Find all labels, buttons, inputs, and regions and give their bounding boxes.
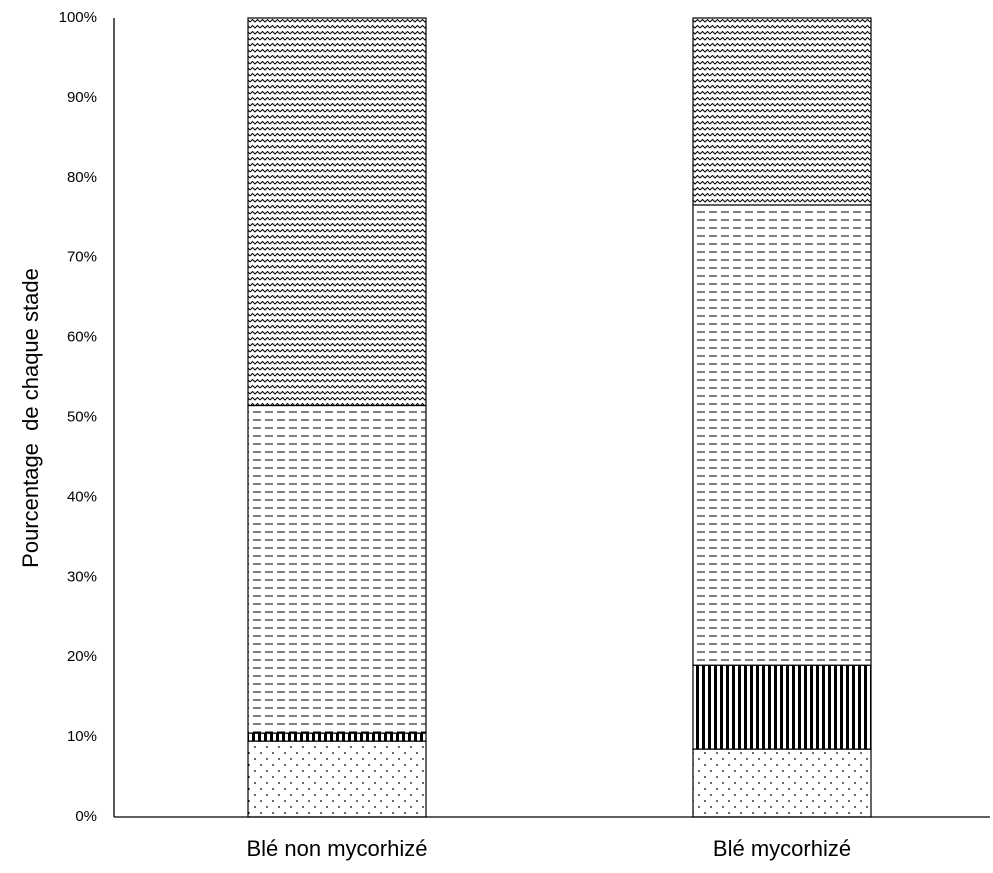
bar-segment-waves-1 <box>247 17 427 407</box>
y-tick-label: 100% <box>59 9 97 26</box>
bar-segment-dots-2 <box>692 748 872 818</box>
y-tick-label: 20% <box>67 648 97 665</box>
y-tick-label: 30% <box>67 568 97 585</box>
y-tick-label: 40% <box>67 488 97 505</box>
y-tick-label: 80% <box>67 169 97 186</box>
bar-segment-vertical-lines-1 <box>247 732 427 742</box>
y-tick-label: 10% <box>67 728 97 745</box>
axes-layer <box>113 18 990 818</box>
labels-layer: 0% 10% 20% 30% 40% 50% 60% 70% 80% 90% 100% Blé non… <box>59 9 851 861</box>
y-tick-label: 60% <box>67 329 97 346</box>
y-axis-title: Pourcentage de chaque stade <box>18 268 43 568</box>
y-tick-label: 70% <box>67 249 97 266</box>
y-tick-label: 90% <box>67 89 97 106</box>
bar-segment-waves-2 <box>692 17 872 206</box>
y-tick-label: 0% <box>75 808 97 825</box>
x-category-label: Blé mycorhizé <box>713 836 851 861</box>
bar-segment-dashes-1 <box>247 404 427 734</box>
bars-layer <box>247 17 872 818</box>
x-category-label: Blé non mycorhizé <box>247 836 428 861</box>
y-tick-label: 50% <box>67 408 97 425</box>
bar-segment-dots-1 <box>247 740 427 818</box>
bar-segment-dashes-2 <box>692 204 872 666</box>
bar-segment-vertical-lines-2 <box>692 664 872 750</box>
